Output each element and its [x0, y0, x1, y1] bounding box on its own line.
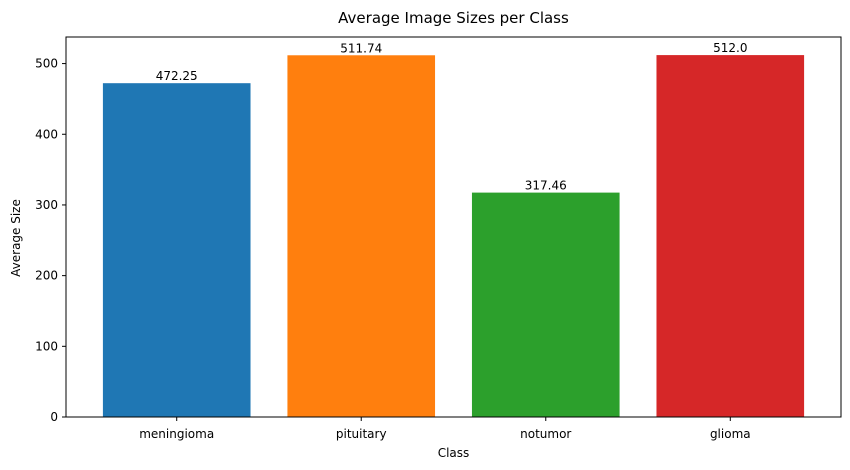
bar-pituitary [287, 55, 436, 417]
axes-layer: meningioma pituitary notumor glioma 0 100 200 3… [35, 36, 842, 441]
y-tick-label-400: 400 [35, 127, 58, 141]
bar-notumor [471, 192, 620, 417]
data-labels-layer: 472.25 511.74 317.46 512.0 [156, 41, 748, 193]
y-tick-label-200: 200 [35, 269, 58, 283]
bar-glioma [656, 55, 805, 417]
plot-frame [65, 36, 842, 418]
y-tick-label-300: 300 [35, 198, 58, 212]
bars-layer [102, 55, 805, 418]
x-tick-label-glioma: glioma [710, 427, 751, 441]
chart-title: Average Image Sizes per Class [338, 9, 569, 27]
data-label-pituitary: 511.74 [340, 41, 382, 55]
x-tick-label-pituitary: pituitary [336, 427, 387, 441]
x-axis-label: Class [438, 446, 470, 460]
data-label-glioma: 512.0 [713, 41, 747, 55]
y-tick-label-0: 0 [50, 410, 58, 424]
x-tick-label-meningioma: meningioma [139, 427, 214, 441]
y-tick-label-500: 500 [35, 57, 58, 71]
y-axis-label: Average Size [9, 199, 23, 277]
x-tick-label-notumor: notumor [520, 427, 571, 441]
bar-meningioma [102, 83, 251, 418]
data-label-meningioma: 472.25 [156, 69, 198, 83]
data-label-notumor: 317.46 [525, 179, 567, 193]
y-tick-label-100: 100 [35, 339, 58, 353]
